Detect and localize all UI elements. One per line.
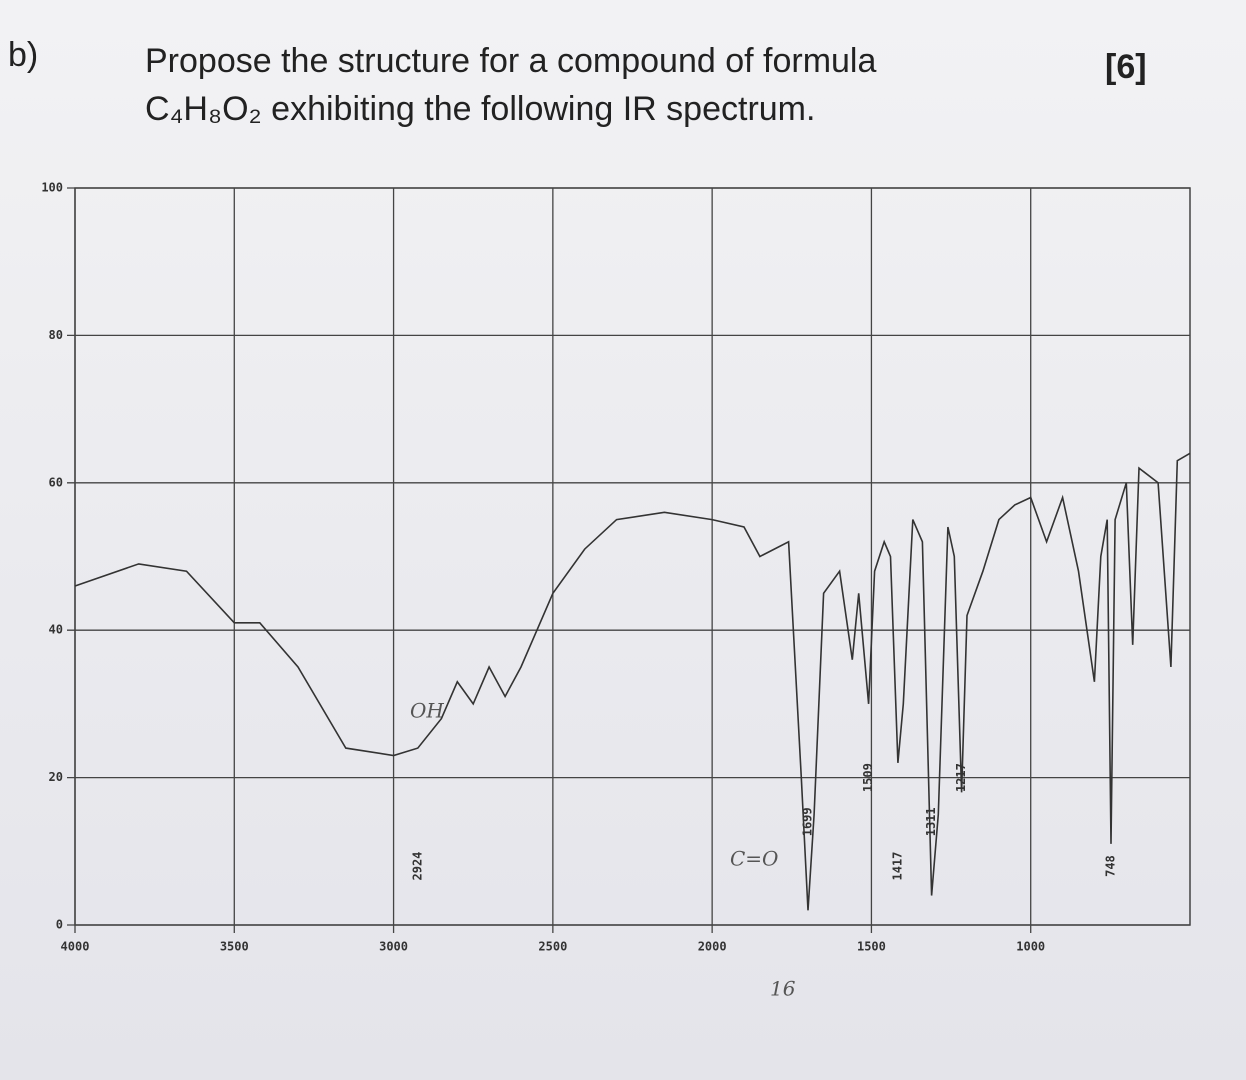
question-label: b) bbox=[8, 36, 39, 74]
x-tick-label: 1000 bbox=[1016, 940, 1045, 954]
spectrum-line bbox=[74, 452, 1191, 911]
x-tick-label: 3500 bbox=[220, 940, 249, 954]
y-tick-label: 80 bbox=[49, 328, 63, 342]
peak-label: 1417 bbox=[890, 852, 904, 881]
question-text: C₄H₈O₂ exhibiting the following IR spect… bbox=[145, 90, 816, 128]
x-tick-label: 2500 bbox=[538, 940, 567, 954]
y-tick-label: 100 bbox=[41, 181, 63, 195]
peak-label: 1217 bbox=[954, 763, 968, 792]
annotation: 16 bbox=[770, 977, 796, 1001]
x-tick-label: 1500 bbox=[857, 940, 886, 954]
question-text: Propose the structure for a compound of … bbox=[145, 42, 877, 80]
x-tick-label: 3000 bbox=[379, 940, 408, 954]
peak-label: 2924 bbox=[410, 852, 424, 881]
peak-label: 1509 bbox=[861, 763, 875, 792]
y-tick-label: 60 bbox=[49, 475, 63, 489]
annotation: C=O bbox=[730, 847, 778, 871]
marks: [6] bbox=[1105, 48, 1147, 86]
plot-frame bbox=[74, 187, 1191, 926]
y-tick-label: 40 bbox=[49, 623, 63, 637]
x-tick-label: 2000 bbox=[698, 940, 727, 954]
x-tick-label: 4000 bbox=[61, 940, 90, 954]
y-tick-label: 20 bbox=[49, 770, 63, 784]
annotation: OH bbox=[410, 699, 444, 723]
peak-label: 1311 bbox=[924, 807, 938, 836]
peak-label: 748 bbox=[1103, 855, 1117, 877]
y-tick-label: 0 bbox=[56, 918, 63, 932]
peak-label: 1699 bbox=[801, 807, 815, 836]
